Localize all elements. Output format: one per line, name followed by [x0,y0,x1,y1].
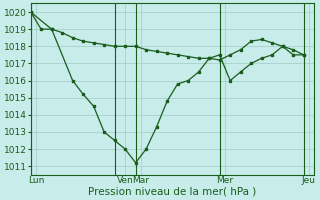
X-axis label: Pression niveau de la mer( hPa ): Pression niveau de la mer( hPa ) [88,187,257,197]
